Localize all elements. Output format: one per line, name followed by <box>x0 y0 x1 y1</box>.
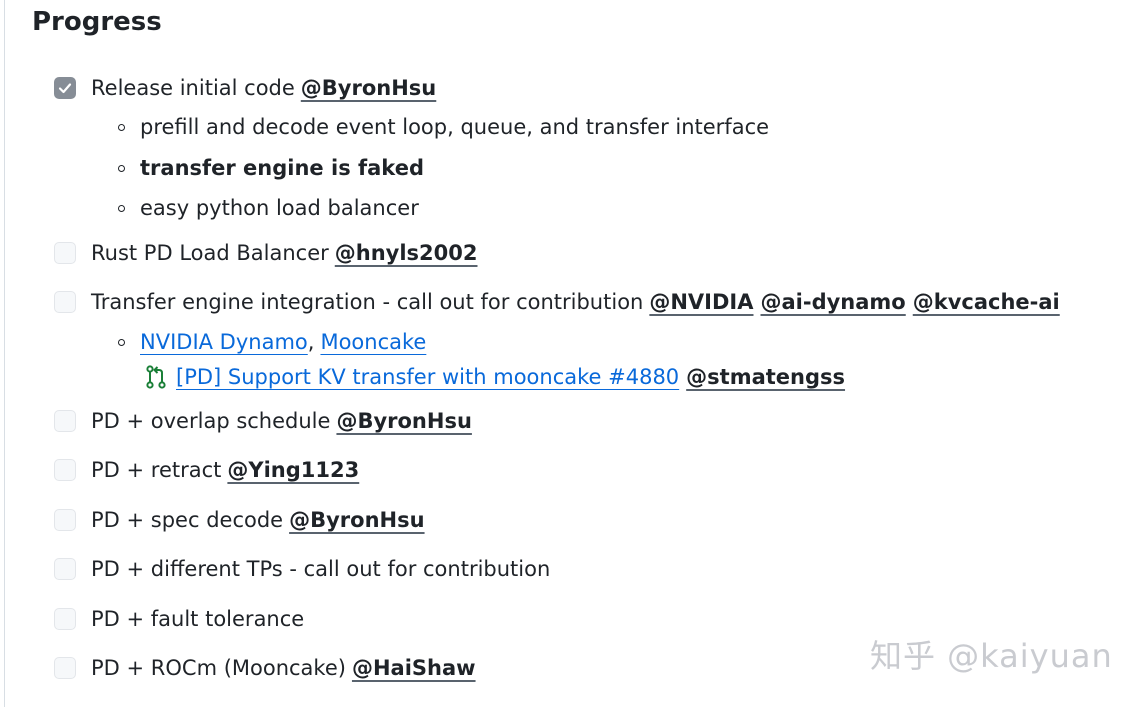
subtask-item: NVIDIA Dynamo , Mooncake <box>118 327 426 357</box>
task-checkbox[interactable] <box>54 291 76 313</box>
pull-request-link[interactable]: [PD] Support KV transfer with mooncake #… <box>176 365 680 389</box>
subtask-text: easy python load balancer <box>140 196 419 220</box>
task-text: Rust PD Load Balancer <box>91 241 329 265</box>
user-mention[interactable]: @NVIDIA <box>649 290 754 314</box>
task-text: PD + spec decode <box>91 508 284 532</box>
task-checkbox-checked[interactable] <box>54 77 76 99</box>
user-mention[interactable]: @Ying1123 <box>227 458 360 482</box>
user-mention[interactable]: @ByronHsu <box>289 508 425 532</box>
subtask-item: transfer engine is faked <box>118 153 424 183</box>
pull-request-reference: [PD] Support KV transfer with mooncake #… <box>144 362 845 392</box>
user-mention[interactable]: @ByronHsu <box>336 409 472 433</box>
task-text: PD + overlap schedule <box>91 409 331 433</box>
task-checkbox[interactable] <box>54 410 76 432</box>
task-checkbox[interactable] <box>54 608 76 630</box>
task-item-overlap-schedule: PD + overlap schedule @ByronHsu <box>54 406 472 436</box>
task-checkbox[interactable] <box>54 459 76 481</box>
task-text: PD + fault tolerance <box>91 607 305 631</box>
user-mention[interactable]: @ai-dynamo <box>760 290 906 314</box>
task-item-spec-decode: PD + spec decode @ByronHsu <box>54 505 425 535</box>
subtask-text: prefill and decode event loop, queue, an… <box>140 115 770 139</box>
subtask-text: transfer engine is faked <box>140 156 424 180</box>
bullet-icon <box>118 123 125 131</box>
task-item-release: Release initial code @ByronHsu <box>54 73 436 103</box>
bullet-icon <box>118 204 125 212</box>
task-item-fault-tolerance: PD + fault tolerance <box>54 604 304 634</box>
user-mention[interactable]: @stmatengss <box>686 365 846 389</box>
user-mention[interactable]: @kvcache-ai <box>912 290 1060 314</box>
task-text: Transfer engine integration - call out f… <box>91 290 644 314</box>
task-item-transfer-engine: Transfer engine integration - call out f… <box>54 287 1060 317</box>
link-nvidia-dynamo[interactable]: NVIDIA Dynamo <box>140 330 308 354</box>
user-mention[interactable]: @HaiShaw <box>351 656 476 680</box>
task-checkbox[interactable] <box>54 558 76 580</box>
task-checkbox[interactable] <box>54 657 76 679</box>
task-item-rust-lb: Rust PD Load Balancer @hnyls2002 <box>54 238 478 268</box>
subtask-item: prefill and decode event loop, queue, an… <box>118 112 769 142</box>
link-separator: , <box>307 330 315 354</box>
task-text: PD + different TPs - call out for contri… <box>91 557 551 581</box>
task-item-different-tps: PD + different TPs - call out for contri… <box>54 554 550 584</box>
task-text: Release initial code <box>91 76 295 100</box>
git-pull-request-icon <box>146 365 166 389</box>
task-text: PD + retract <box>91 458 222 482</box>
bullet-icon <box>118 338 125 346</box>
task-item-retract: PD + retract @Ying1123 <box>54 455 359 485</box>
user-mention[interactable]: @hnyls2002 <box>334 241 478 265</box>
watermark: 知乎 @kaiyuan <box>870 637 1113 675</box>
bullet-icon <box>118 164 125 172</box>
user-mention[interactable]: @ByronHsu <box>300 76 437 100</box>
task-item-rocm: PD + ROCm (Mooncake) @HaiShaw <box>54 653 476 683</box>
left-divider <box>4 0 5 707</box>
task-text: PD + ROCm (Mooncake) <box>91 656 346 680</box>
page-title: Progress <box>32 7 162 37</box>
check-icon <box>58 83 72 94</box>
task-checkbox[interactable] <box>54 509 76 531</box>
subtask-item: easy python load balancer <box>118 193 419 223</box>
link-mooncake[interactable]: Mooncake <box>320 330 427 354</box>
task-checkbox[interactable] <box>54 242 76 264</box>
